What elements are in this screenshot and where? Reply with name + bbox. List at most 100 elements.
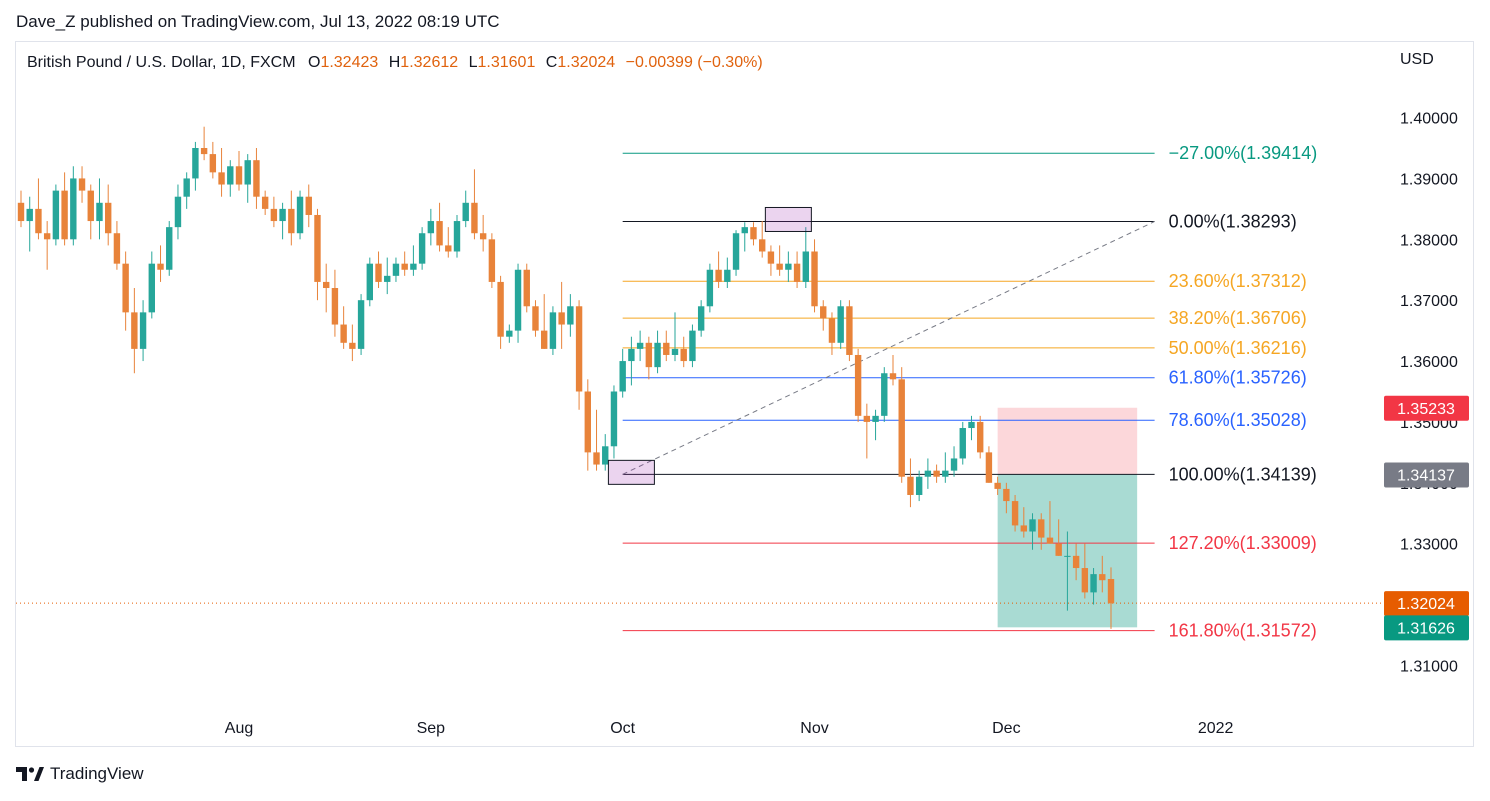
candle-body: [296, 196, 304, 234]
candle: [17, 190, 25, 228]
candle-body: [70, 178, 77, 240]
low-label: L: [468, 54, 478, 71]
candle: [802, 227, 809, 289]
fib-level-label: 78.60%(1.35028): [1169, 410, 1307, 430]
time-tick-label: 2022: [1198, 720, 1234, 737]
candle: [715, 251, 722, 289]
candle-body: [192, 148, 199, 179]
candle-body: [506, 330, 513, 337]
candle-body: [811, 251, 818, 307]
candle-body: [750, 227, 757, 240]
fibonacci-level-labels: −27.00%(1.39414) 0.00%(1.38293) 23.60%(1.3…: [1169, 143, 1318, 640]
candle: [87, 184, 94, 240]
candle: [950, 446, 958, 477]
candle-body: [305, 196, 312, 215]
candle: [157, 245, 164, 282]
candle: [462, 190, 469, 228]
price-axis: 1.400001.390001.380001.370001.360001.350…: [1400, 111, 1458, 676]
candle: [889, 354, 897, 386]
tradingview-logo[interactable]: TradingView: [16, 764, 144, 784]
candle-body: [724, 269, 731, 282]
candle-body: [35, 208, 42, 234]
candle: [61, 172, 68, 246]
candle: [305, 184, 312, 228]
candle-body: [541, 330, 548, 349]
chart-frame[interactable]: [15, 41, 1474, 747]
candle: [427, 208, 435, 246]
candle: [314, 208, 321, 301]
candle: [854, 348, 862, 422]
time-tick-label: Sep: [417, 720, 446, 737]
candle: [1011, 494, 1019, 532]
candle: [793, 251, 801, 289]
candle-body: [628, 348, 635, 362]
fib-level-label: 50.00%(1.36216): [1169, 338, 1307, 358]
fib-anchor-boxes: [607, 206, 812, 485]
candle: [750, 222, 757, 246]
candle-body: [314, 214, 321, 282]
candle-body: [872, 415, 879, 422]
candle: [366, 257, 373, 307]
brand-name: TradingView: [50, 764, 144, 783]
candle-body: [793, 263, 801, 282]
publisher-caption: Dave_Z published on TradingView.com, Jul…: [16, 12, 500, 31]
price-badge-label: 1.32024: [1397, 596, 1455, 613]
candle: [200, 126, 208, 161]
candle-body: [96, 202, 103, 222]
candle: [296, 190, 304, 240]
candle: [183, 172, 190, 209]
candle-body: [26, 208, 33, 222]
candle: [35, 178, 42, 240]
candle-body: [349, 342, 356, 349]
candle-body: [863, 415, 871, 422]
candle-body: [488, 239, 496, 282]
price-tick-label: 1.37000: [1400, 293, 1458, 310]
candle-body: [357, 300, 365, 349]
candle-body: [375, 263, 382, 282]
candle-body: [218, 172, 225, 185]
candle: [131, 288, 138, 374]
candle-body: [654, 342, 661, 368]
candle: [139, 300, 147, 362]
candle-body: [209, 154, 217, 173]
candle-body: [532, 306, 539, 331]
candle: [70, 166, 77, 246]
candle-body: [418, 233, 426, 264]
candle-body: [732, 233, 740, 270]
candle-body: [471, 202, 478, 234]
candle-body: [994, 482, 1001, 489]
candle-body: [610, 391, 618, 447]
low-value: 1.31601: [477, 54, 536, 71]
candle: [654, 330, 661, 374]
candle: [453, 214, 461, 258]
candle-body: [854, 354, 862, 416]
candle-body: [331, 288, 339, 325]
candle: [828, 312, 836, 355]
candle: [1090, 568, 1097, 605]
candle: [43, 221, 51, 270]
candle: [785, 251, 792, 282]
candle: [192, 141, 199, 191]
candle-body: [1020, 525, 1027, 532]
candle: [1029, 513, 1036, 550]
candle: [244, 154, 251, 203]
candle-body: [183, 178, 190, 197]
candle: [959, 421, 966, 465]
price-tick-label: 1.39000: [1400, 171, 1458, 188]
fib-anchor-low-box: [607, 459, 655, 485]
candle: [567, 294, 574, 337]
candle-body: [584, 391, 591, 453]
candle-body: [881, 373, 888, 416]
candle-body: [270, 208, 278, 222]
candle: [1081, 543, 1089, 599]
candle: [741, 222, 748, 252]
candle: [1055, 519, 1062, 556]
candle: [575, 300, 583, 410]
candle-body: [837, 306, 844, 343]
high-label: H: [388, 54, 401, 71]
candle: [1020, 507, 1027, 538]
candle: [488, 233, 496, 289]
candle: [349, 324, 356, 362]
candle-body: [453, 221, 461, 252]
